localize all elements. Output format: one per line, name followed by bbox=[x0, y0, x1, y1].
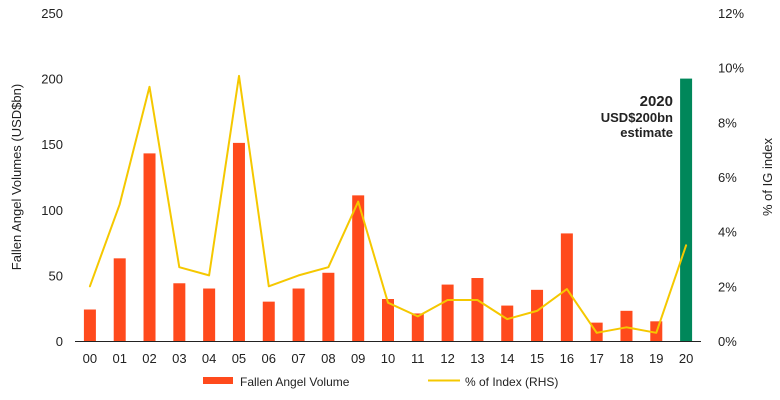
left-axis-ticks: 0 50 100 150 200 250 bbox=[41, 6, 63, 349]
x-tick-label: 16 bbox=[560, 351, 574, 366]
bar bbox=[322, 272, 335, 341]
x-tick-label: 13 bbox=[470, 351, 484, 366]
right-axis-ticks: 0% 2% 4% 6% 8% 10% 12% bbox=[718, 6, 744, 349]
y-tick-label: 50 bbox=[49, 268, 63, 283]
y2-tick-label: 4% bbox=[718, 225, 737, 240]
y2-tick-label: 0% bbox=[718, 334, 737, 349]
bar bbox=[143, 153, 156, 341]
bar bbox=[620, 310, 633, 341]
legend-bar-label: Fallen Angel Volume bbox=[240, 375, 350, 389]
bar bbox=[203, 288, 216, 341]
bar bbox=[382, 299, 394, 341]
y-tick-label: 0 bbox=[56, 334, 63, 349]
y2-tick-label: 10% bbox=[718, 61, 744, 76]
x-tick-label: 15 bbox=[530, 351, 544, 366]
legend-line-label: % of Index (RHS) bbox=[465, 375, 558, 389]
x-tick-label: 02 bbox=[142, 351, 156, 366]
x-axis-ticks: 00 01 02 03 04 05 06 07 08 09 10 11 12 13 14 15 16 17 18 19… bbox=[83, 351, 694, 366]
bar-highlight bbox=[680, 78, 693, 341]
annotation-note: estimate bbox=[620, 125, 673, 140]
x-tick-label: 05 bbox=[232, 351, 246, 366]
bar bbox=[471, 278, 484, 341]
bar bbox=[292, 288, 305, 341]
x-tick-label: 06 bbox=[262, 351, 276, 366]
x-tick-label: 01 bbox=[112, 351, 126, 366]
x-tick-label: 17 bbox=[589, 351, 603, 366]
bar bbox=[232, 142, 245, 341]
legend: Fallen Angel Volume % of Index (RHS) bbox=[203, 375, 558, 389]
x-tick-label: 19 bbox=[649, 351, 663, 366]
line-series bbox=[88, 74, 688, 334]
bar bbox=[173, 283, 186, 341]
bar bbox=[83, 309, 96, 341]
y-tick-label: 200 bbox=[41, 72, 63, 87]
bar bbox=[441, 284, 454, 341]
y-tick-label: 150 bbox=[41, 137, 63, 152]
bar bbox=[531, 289, 544, 341]
y-axis-title: Fallen Angel Volumes (USD$bn) bbox=[9, 84, 24, 270]
bar bbox=[113, 258, 126, 341]
legend-bar-swatch bbox=[203, 377, 233, 384]
annotation-amount: USD$200bn bbox=[601, 110, 673, 125]
bar bbox=[262, 301, 275, 341]
y-tick-label: 100 bbox=[41, 203, 63, 218]
x-tick-label: 08 bbox=[321, 351, 335, 366]
y2-tick-label: 2% bbox=[718, 279, 737, 294]
annotation-year: 2020 bbox=[640, 93, 673, 110]
y2-tick-label: 12% bbox=[718, 6, 744, 21]
y2-tick-label: 6% bbox=[718, 170, 737, 185]
x-tick-label: 00 bbox=[83, 351, 97, 366]
bar bbox=[352, 195, 365, 341]
x-tick-label: 12 bbox=[440, 351, 454, 366]
y2-axis-title: % of IG index bbox=[760, 137, 775, 216]
x-tick-label: 11 bbox=[411, 351, 425, 366]
x-tick-label: 18 bbox=[619, 351, 633, 366]
y2-tick-label: 8% bbox=[718, 115, 737, 130]
line-path bbox=[88, 74, 688, 334]
x-tick-label: 14 bbox=[500, 351, 514, 366]
annotation: 2020 USD$200bn estimate bbox=[601, 93, 673, 140]
bar bbox=[411, 313, 424, 341]
bar bbox=[501, 305, 514, 341]
x-tick-label: 20 bbox=[679, 351, 693, 366]
x-tick-label: 07 bbox=[291, 351, 305, 366]
x-tick-label: 09 bbox=[351, 351, 365, 366]
bars bbox=[83, 78, 693, 341]
x-tick-label: 04 bbox=[202, 351, 216, 366]
bar bbox=[560, 233, 573, 341]
y-tick-label: 250 bbox=[41, 6, 63, 21]
x-tick-label: 10 bbox=[381, 351, 395, 366]
x-tick-label: 03 bbox=[172, 351, 186, 366]
